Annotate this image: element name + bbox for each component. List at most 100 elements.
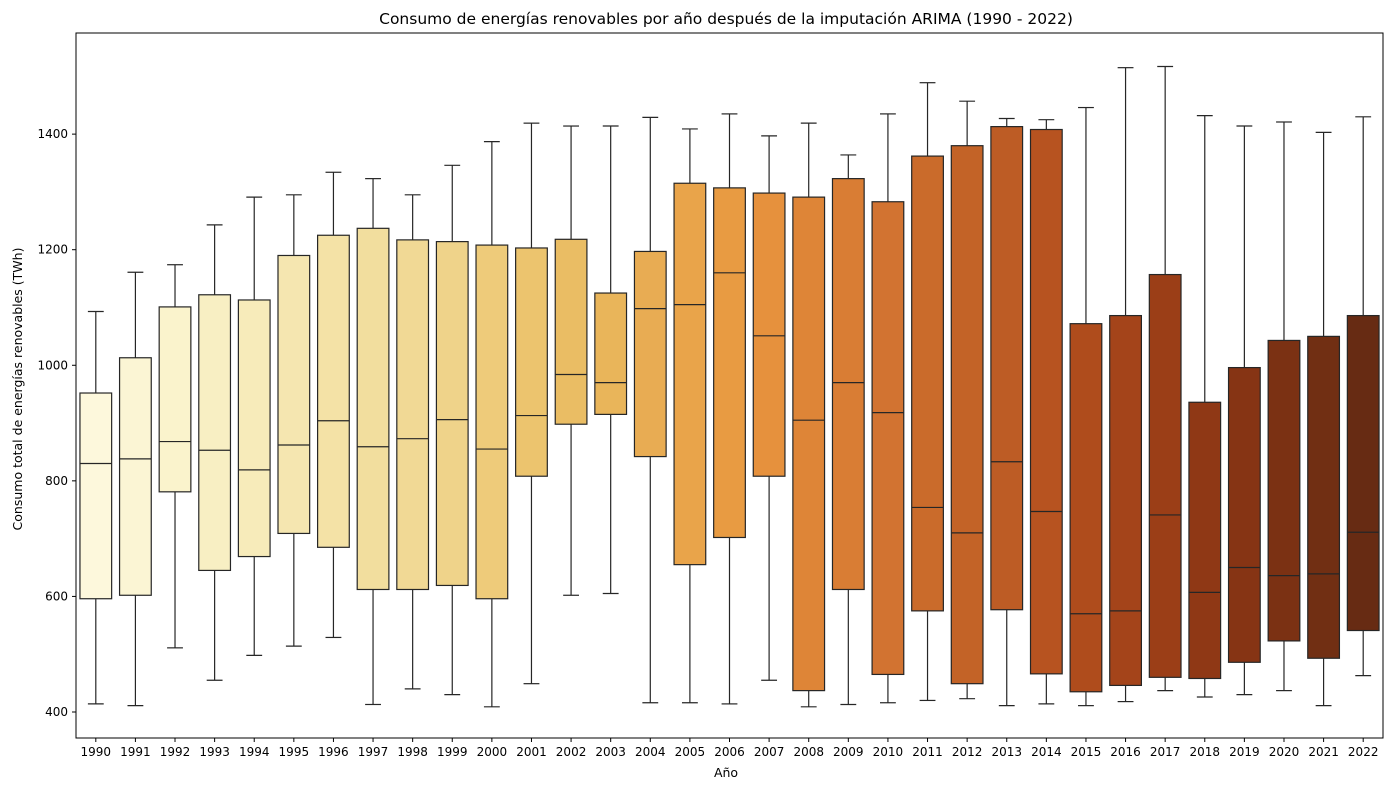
box-body-2022 <box>1346 314 1380 632</box>
box-body-1991 <box>118 357 152 596</box>
x-tick-label-2012: 2012 <box>952 745 983 759</box>
box-body-1990 <box>79 392 113 600</box>
y-axis-label: Consumo total de energías renovables (TW… <box>10 248 25 531</box>
box-2019 <box>1227 125 1261 696</box>
x-tick-label-2000: 2000 <box>477 745 508 759</box>
x-tick-label-2004: 2004 <box>635 745 666 759</box>
box-body-1993 <box>198 294 232 572</box>
box-1999 <box>435 164 469 696</box>
box-2020 <box>1267 121 1301 692</box>
x-tick-label-1990: 1990 <box>81 745 112 759</box>
x-tick-label-2022: 2022 <box>1348 745 1379 759</box>
box-body-1999 <box>435 241 469 587</box>
y-tick-label-800: 800 <box>45 474 68 488</box>
box-body-2010 <box>871 201 905 676</box>
box-1994 <box>237 196 271 656</box>
x-tick-label-1991: 1991 <box>120 745 151 759</box>
box-body-2001 <box>515 247 548 477</box>
box-body-2013 <box>990 126 1024 611</box>
box-body-2005 <box>673 182 707 566</box>
box-2010 <box>871 113 905 704</box>
box-2016 <box>1109 67 1143 703</box>
box-body-2007 <box>752 192 786 477</box>
x-tick-label-2018: 2018 <box>1189 745 1220 759</box>
box-2002 <box>554 125 588 596</box>
x-tick-label-1995: 1995 <box>279 745 310 759</box>
box-body-2004 <box>633 250 667 458</box>
y-tick-label-400: 400 <box>45 705 68 719</box>
x-tick-label-1997: 1997 <box>358 745 389 759</box>
x-tick-label-2016: 2016 <box>1110 745 1141 759</box>
x-tick-label-1999: 1999 <box>437 745 468 759</box>
box-body-1992 <box>158 306 192 493</box>
x-tick-label-2003: 2003 <box>595 745 626 759</box>
plot-area <box>79 65 1380 708</box>
x-tick-label-1996: 1996 <box>318 745 349 759</box>
x-tick-label-2014: 2014 <box>1031 745 1062 759</box>
box-2018 <box>1188 115 1222 698</box>
x-tick-label-2005: 2005 <box>675 745 706 759</box>
chart-title: Consumo de energías renovables por año d… <box>379 10 1073 28</box>
box-2007 <box>752 135 786 681</box>
x-tick-label-2019: 2019 <box>1229 745 1260 759</box>
box-2008 <box>792 122 826 708</box>
x-tick-label-2013: 2013 <box>991 745 1022 759</box>
box-body-2002 <box>554 238 588 425</box>
y-tick-label-1400: 1400 <box>37 127 68 141</box>
box-2004 <box>633 116 667 704</box>
x-tick-label-2021: 2021 <box>1308 745 1339 759</box>
box-1997 <box>356 178 390 706</box>
x-tick-label-1992: 1992 <box>160 745 191 759</box>
box-1991 <box>118 271 152 707</box>
x-tick-label-2008: 2008 <box>793 745 824 759</box>
box-body-2000 <box>475 244 509 600</box>
y-tick-label-1200: 1200 <box>37 243 68 257</box>
box-body-2003 <box>594 292 628 415</box>
box-2009 <box>831 154 865 706</box>
box-2005 <box>673 128 707 704</box>
x-tick-label-2015: 2015 <box>1071 745 1102 759</box>
box-2012 <box>950 100 984 700</box>
box-1992 <box>158 264 192 649</box>
box-body-1998 <box>396 239 430 591</box>
x-axis-label: Año <box>714 765 738 780</box>
box-2001 <box>515 122 548 685</box>
box-body-2018 <box>1188 401 1222 680</box>
box-2003 <box>594 125 628 595</box>
y-axis: 400 600 800 1000 1200 1400 <box>37 127 76 719</box>
box-body-2011 <box>911 155 944 612</box>
x-tick-label-2002: 2002 <box>556 745 587 759</box>
box-1995 <box>277 194 311 647</box>
x-tick-label-1994: 1994 <box>239 745 270 759</box>
box-body-2016 <box>1109 314 1143 687</box>
y-tick-label-1000: 1000 <box>37 358 68 372</box>
box-2000 <box>475 141 509 708</box>
box-body-2009 <box>831 178 865 591</box>
x-tick-label-2006: 2006 <box>714 745 745 759</box>
x-tick-label-1993: 1993 <box>199 745 230 759</box>
x-tick-label-2001: 2001 <box>516 745 547 759</box>
x-tick-label-2017: 2017 <box>1150 745 1181 759</box>
box-body-2008 <box>792 196 826 692</box>
box-body-2012 <box>950 145 984 685</box>
box-body-1995 <box>277 254 311 535</box>
box-1998 <box>396 194 430 690</box>
box-1993 <box>198 224 232 681</box>
box-2022 <box>1346 116 1380 677</box>
x-tick-label-2010: 2010 <box>873 745 904 759</box>
x-tick-label-2020: 2020 <box>1269 745 1300 759</box>
box-2011 <box>911 82 944 702</box>
box-2013 <box>990 117 1024 707</box>
x-tick-label-2009: 2009 <box>833 745 864 759</box>
x-tick-label-2011: 2011 <box>912 745 943 759</box>
box-body-2017 <box>1148 273 1182 678</box>
box-body-2020 <box>1267 339 1301 642</box>
box-2006 <box>713 113 746 705</box>
box-body-1997 <box>356 227 390 591</box>
x-tick-label-1998: 1998 <box>397 745 428 759</box>
x-tick-label-2007: 2007 <box>754 745 785 759</box>
box-2021 <box>1307 131 1341 707</box>
box-2014 <box>1029 119 1063 705</box>
